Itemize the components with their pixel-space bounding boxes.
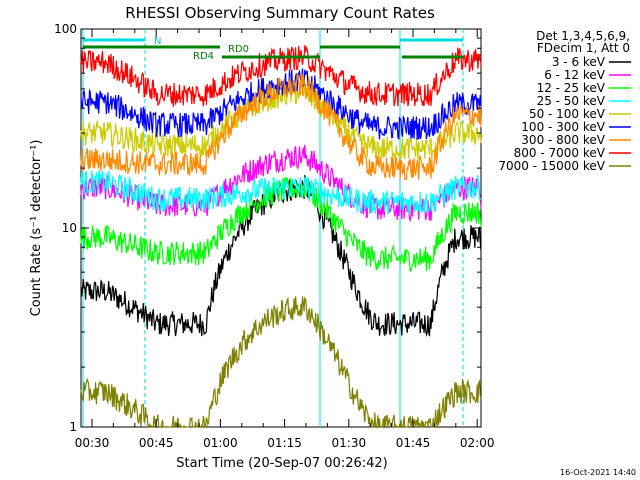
rd4-label: RD4 (193, 51, 214, 62)
series-line (80, 72, 482, 181)
chart-title: RHESSI Observing Summary Count Rates (125, 4, 435, 22)
legend-label: 7000 - 15000 keV (498, 159, 605, 173)
series-line (80, 45, 482, 107)
legend-label: 12 - 25 keV (537, 81, 606, 95)
series-800_7000keV (80, 45, 482, 107)
legend-label: 300 - 800 keV (521, 133, 605, 147)
series-line (80, 81, 482, 161)
footer-timestamp: 16-Oct-2021 14:40 (560, 468, 636, 477)
series-line (80, 68, 482, 140)
y-tick-label: 10 (62, 221, 77, 235)
legend-label: 6 - 12 keV (544, 68, 606, 82)
series-100_300keV (80, 68, 482, 140)
legend-header-2: FDecim 1, Att 0 (537, 41, 630, 55)
x-tick-label: 01:15 (267, 436, 302, 450)
legend-label: 25 - 50 keV (537, 94, 606, 108)
series-50_100keV (80, 81, 482, 161)
night-label: N (154, 36, 161, 47)
x-tick-label: 00:30 (75, 436, 110, 450)
axis-layer: 00:30 00:45 01:00 01:15 01:30 01:45 02:00 100 10… (54, 22, 494, 450)
series-line (80, 169, 482, 215)
series-300_800keV (80, 72, 482, 181)
x-tick-label: 01:30 (332, 436, 367, 450)
legend-label: 3 - 6 keV (552, 55, 606, 69)
y-tick-label: 100 (54, 22, 77, 36)
legend: Det 1,3,4,5,6,9, FDecim 1, Att 0 3 - 6 k… (498, 29, 631, 173)
x-tick-label: 02:00 (460, 436, 495, 450)
legend-label: 800 - 7000 keV (514, 146, 606, 160)
series-line (80, 296, 482, 429)
x-tick-label: 01:00 (203, 436, 238, 450)
series-7000_15000keV (80, 296, 482, 429)
x-tick-label: 01:45 (396, 436, 431, 450)
annotation-layer: N RD4 RD0 (83, 36, 463, 62)
y-tick-label: 1 (69, 420, 77, 434)
series-25_50keV (80, 169, 482, 215)
legend-label: 100 - 300 keV (521, 120, 605, 134)
legend-label: 50 - 100 keV (529, 107, 606, 121)
x-axis-label: Start Time (20-Sep-07 00:26:42) (176, 456, 387, 471)
x-tick-label: 00:45 (139, 436, 174, 450)
legend-header-1: Det 1,3,4,5,6,9, (536, 29, 630, 43)
series-layer (80, 45, 482, 429)
y-axis-label: Count Rate (s⁻¹ detector⁻¹) (29, 140, 44, 317)
rd0-label: RD0 (228, 44, 249, 55)
